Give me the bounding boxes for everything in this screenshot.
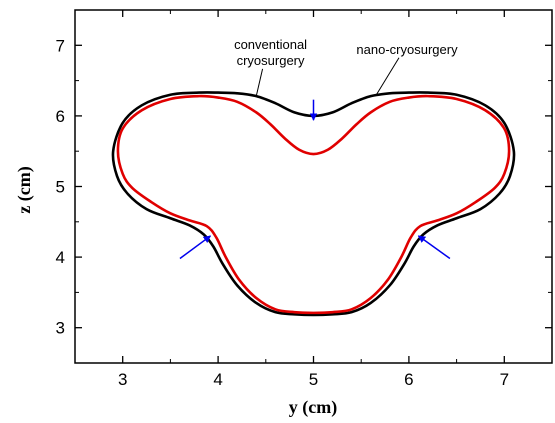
y-tick-label: 3: [56, 319, 65, 338]
annotation-leader: [255, 68, 264, 97]
x-tick-label: 4: [213, 370, 222, 389]
arrow: [179, 235, 212, 260]
y-tick-label: 5: [56, 178, 65, 197]
annotation-label: conventional: [234, 37, 307, 52]
x-tick-label: 3: [118, 370, 127, 389]
y-tick-label: 7: [56, 36, 65, 55]
series-group: [111, 91, 516, 317]
plot-frame: [74, 9, 553, 364]
y-tick-label: 4: [56, 248, 65, 267]
ticks: [74, 9, 553, 364]
tick-labels: 3 4 5 6 7 3 4 5 6 7: [56, 36, 510, 389]
y-axis-title: z (cm): [14, 166, 35, 213]
annotation-leaders: [255, 57, 400, 97]
y-tick-label: 6: [56, 107, 65, 126]
x-tick-label: 6: [404, 370, 413, 389]
annotation-label: nano-cryosurgery: [356, 42, 458, 57]
x-tick-label: 5: [309, 370, 318, 389]
series-conventional-cryosurgery: [111, 91, 516, 317]
series-nano-cryosurgery: [116, 94, 511, 315]
arrows-group: [179, 99, 451, 260]
annotation-label: cryosurgery: [237, 53, 305, 68]
x-tick-label: 7: [500, 370, 509, 389]
x-axis-title: y (cm): [289, 397, 337, 418]
arrow: [417, 235, 451, 260]
annotation-leader: [375, 57, 400, 97]
